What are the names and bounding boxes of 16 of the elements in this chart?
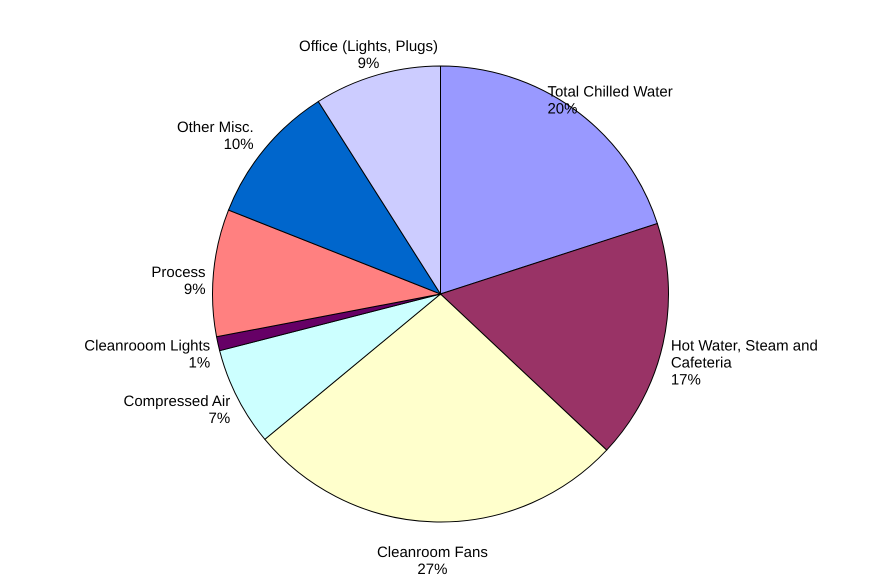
data-label: 1% <box>188 354 210 372</box>
slice-label: Total Chilled Water <box>547 84 673 101</box>
slice-label: Office (Lights, Plugs) <box>299 38 438 56</box>
data-label: 17% <box>670 371 701 388</box>
data-label: 27% <box>417 560 448 578</box>
data-label: 7% <box>208 410 230 428</box>
slice-label: Hot Water, Steam and Cafeteria <box>670 337 818 372</box>
slice-label: Cleanrooom Lights <box>84 337 210 354</box>
data-label: 10% <box>224 136 254 153</box>
data-label: 20% <box>547 100 578 118</box>
slice-label: Cleanroom Fans <box>376 544 488 561</box>
data-label: 9% <box>184 280 206 298</box>
slice-label: Other Misc. <box>176 118 254 136</box>
data-label: 9% <box>358 55 380 72</box>
slice-label: Compressed Air <box>124 393 230 410</box>
slice-label: Process <box>151 264 206 281</box>
